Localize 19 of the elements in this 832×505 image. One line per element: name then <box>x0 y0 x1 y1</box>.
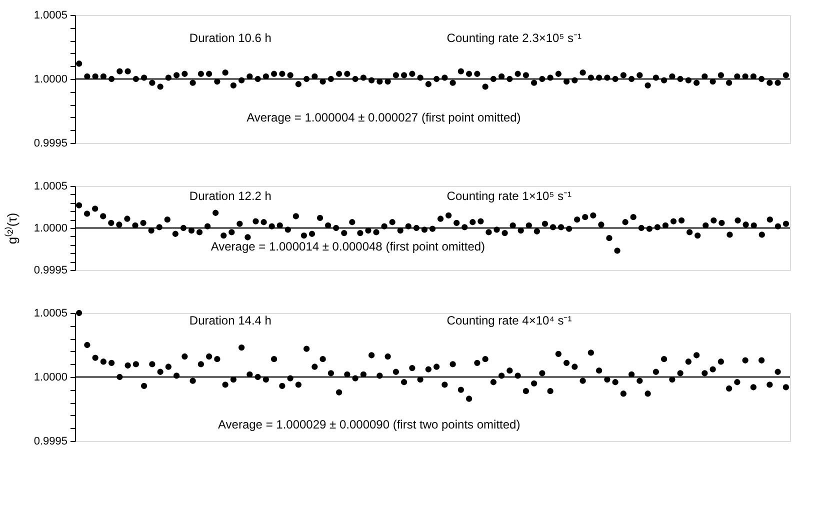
y-tick-label: 1.0000 <box>34 372 68 384</box>
annotation: Duration 12.2 h <box>189 189 272 204</box>
y-tick-label: 1.0005 <box>34 10 68 22</box>
annotation: Duration 10.6 h <box>189 31 272 46</box>
annotation: Average = 1.000029 ± 0.000090 (first two points omitted) <box>218 417 520 432</box>
annotation: Counting rate 2.3×10⁵ s⁻¹ <box>446 31 582 46</box>
annotation: Duration 14.4 h <box>189 314 272 328</box>
y-tick-label: 1.0000 <box>34 74 68 86</box>
annotation: Counting rate 4×10⁴ s⁻¹ <box>446 314 572 328</box>
y-tick-label: 0.9995 <box>34 264 68 276</box>
y-tick-label: 1.0005 <box>34 180 68 192</box>
y-tick-label: 0.9995 <box>34 436 68 448</box>
annotation: Average = 1.000004 ± 0.000027 (first point omitted) <box>246 110 521 124</box>
y-tick-label: 1.0005 <box>34 308 68 320</box>
y-tick-label: 1.0000 <box>34 222 68 234</box>
annotation: Average = 1.000014 ± 0.000048 (first point omitted) <box>210 239 486 254</box>
annotation: Counting rate 1×10⁵ s⁻¹ <box>446 189 572 204</box>
y-axis-title: g⁽²⁾(τ) <box>4 212 20 244</box>
y-tick-label: 0.9995 <box>34 138 68 150</box>
